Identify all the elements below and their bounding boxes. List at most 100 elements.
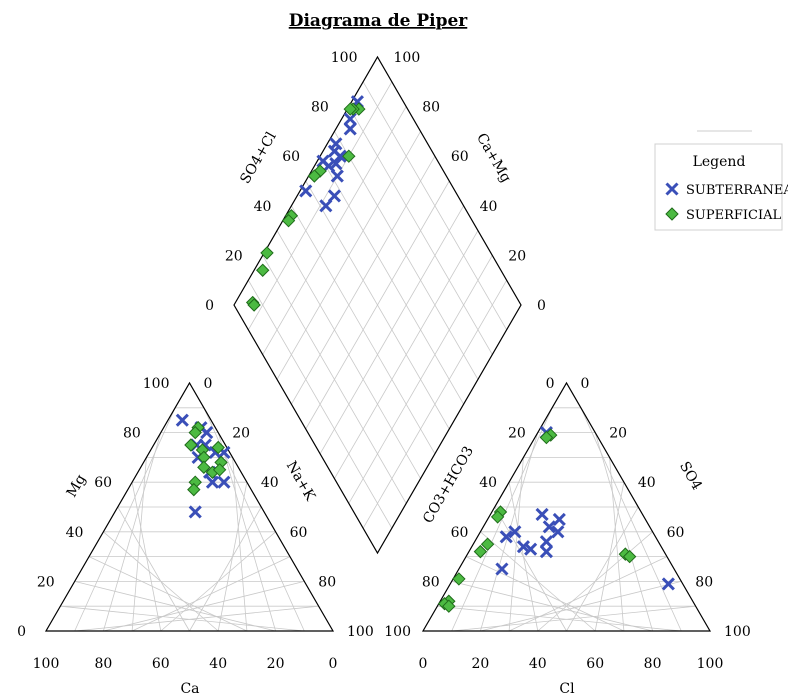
diamond-point-stroke bbox=[343, 112, 357, 126]
cation-left-tick: 20 bbox=[37, 574, 55, 590]
anion-bottom-tick: 40 bbox=[529, 656, 547, 672]
cation-triangle-grid-line bbox=[117, 506, 190, 632]
cation-right-tick: 0 bbox=[204, 376, 213, 392]
diamond-point bbox=[255, 263, 270, 277]
anion-point-stroke bbox=[542, 520, 556, 534]
cation-bottom-tick: 100 bbox=[33, 656, 60, 672]
legend-entries: SUBTERRANEA SUPERFICIAL bbox=[665, 182, 788, 223]
cation-triangle-grid-line bbox=[189, 506, 262, 632]
diamond-point bbox=[260, 246, 274, 260]
diamond-left-tick: 80 bbox=[311, 100, 329, 116]
anion-point bbox=[499, 530, 513, 544]
cation-point bbox=[197, 460, 211, 475]
cation-left-label: Mg bbox=[64, 472, 90, 500]
cation-bottom-tick: 40 bbox=[209, 656, 227, 672]
diamond-point bbox=[299, 184, 313, 198]
anion-bottom-tick: 80 bbox=[644, 656, 662, 672]
anion-right-tick: 40 bbox=[638, 475, 656, 491]
cation-point bbox=[175, 413, 189, 427]
diamond-grid-line bbox=[291, 155, 436, 405]
cation-left-tick: 0 bbox=[17, 624, 26, 640]
anion-point bbox=[551, 525, 565, 539]
cation-point-stroke bbox=[205, 475, 220, 489]
cation-point bbox=[188, 425, 202, 440]
anion-x-label: Cl bbox=[559, 681, 575, 697]
anion-left-tick: 100 bbox=[384, 624, 411, 640]
cation-point-stroke bbox=[175, 413, 189, 427]
anion-triangle-grid-line bbox=[580, 407, 682, 632]
diamond-point bbox=[330, 169, 344, 183]
anion-triangle-grid-line bbox=[609, 457, 625, 632]
anion-triangle-grid-line bbox=[451, 581, 653, 632]
anion-point-stroke bbox=[539, 535, 553, 549]
anion-point-stroke bbox=[551, 525, 565, 539]
anion-point bbox=[539, 430, 554, 445]
anion-triangle-outline bbox=[421, 381, 712, 632]
diamond-left-tick: 40 bbox=[254, 199, 272, 215]
cation-bottom-tick: 80 bbox=[94, 656, 112, 672]
legend-label: SUPERFICIAL bbox=[686, 208, 782, 223]
cation-triangle-outline bbox=[44, 381, 335, 632]
cation-right-tick: 40 bbox=[261, 475, 279, 491]
anion-point bbox=[452, 572, 466, 586]
cation-point bbox=[187, 482, 201, 497]
tick-labels: 100 80 60 40 20 0 0 20 40 60 80 100 0 20 40 60 80 100 0 20 4… bbox=[17, 50, 751, 672]
cation-point-stroke bbox=[188, 505, 202, 519]
cation-triangle-grid-line bbox=[217, 482, 248, 632]
anion-point-stroke bbox=[499, 530, 513, 544]
cation-right-label: Na+K bbox=[283, 458, 319, 504]
diamond-right-tick: 20 bbox=[508, 248, 526, 264]
anion-point bbox=[539, 545, 553, 559]
cation-x-label: Ca bbox=[180, 681, 199, 697]
diamond-point bbox=[327, 189, 342, 203]
cation-point-stroke bbox=[200, 426, 214, 440]
cation-bottom-tick: 0 bbox=[329, 656, 338, 672]
anion-point bbox=[542, 520, 556, 534]
data-points bbox=[175, 95, 675, 613]
cation-point bbox=[184, 438, 198, 452]
diamond-point-stroke bbox=[330, 169, 344, 183]
anion-left-label: CO3+HCO3 bbox=[420, 444, 477, 527]
anion-right-tick: 0 bbox=[581, 376, 590, 392]
anion-triangle-grid-line bbox=[594, 432, 653, 632]
cation-right-tick: 100 bbox=[347, 624, 374, 640]
diamond-point bbox=[329, 157, 343, 171]
diamond-left-tick: 20 bbox=[225, 248, 243, 264]
diamond-grid-line bbox=[248, 81, 393, 331]
cation-left-tick: 40 bbox=[66, 525, 84, 541]
anion-left-tick: 60 bbox=[451, 525, 469, 541]
cation-point bbox=[211, 440, 225, 455]
anion-point bbox=[516, 540, 531, 554]
diamond-right-label: Ca+Mg bbox=[473, 131, 514, 186]
anion-right-tick: 20 bbox=[609, 426, 627, 442]
axis-labels: Ca Mg Na+K Cl CO3+HCO3 SO4 SO4+Cl Ca+Mg bbox=[64, 129, 705, 697]
anion-point-stroke bbox=[495, 562, 509, 576]
cation-triangle-grid-line bbox=[88, 556, 248, 632]
anion-point bbox=[490, 510, 505, 524]
diamond-right-tick: 0 bbox=[537, 298, 546, 314]
legend-box bbox=[654, 143, 783, 231]
anion-triangle-grid-line bbox=[465, 556, 625, 632]
diamond-left-label: SO4+Cl bbox=[237, 129, 280, 187]
grid-layer bbox=[60, 81, 696, 632]
cation-right-tick: 20 bbox=[232, 426, 250, 442]
diamond-point bbox=[247, 298, 261, 312]
anion-point bbox=[552, 512, 566, 526]
cation-point bbox=[212, 463, 227, 477]
legend-marker bbox=[665, 207, 679, 221]
cation-bottom-tick: 20 bbox=[267, 656, 285, 672]
legend-title: Legend bbox=[693, 154, 746, 170]
anion-triangle-grid-line bbox=[566, 506, 639, 632]
outline-layer bbox=[44, 55, 712, 632]
anion-point-stroke bbox=[552, 512, 566, 526]
diamond-left-tick: 0 bbox=[205, 298, 214, 314]
cation-point bbox=[205, 475, 220, 489]
anion-point bbox=[535, 507, 549, 522]
cation-right-tick: 60 bbox=[290, 525, 308, 541]
diamond-grid-line bbox=[262, 106, 407, 355]
anion-point bbox=[473, 544, 488, 559]
diamond-point bbox=[307, 169, 322, 183]
anion-point bbox=[622, 549, 637, 564]
diamond-point bbox=[342, 149, 356, 163]
